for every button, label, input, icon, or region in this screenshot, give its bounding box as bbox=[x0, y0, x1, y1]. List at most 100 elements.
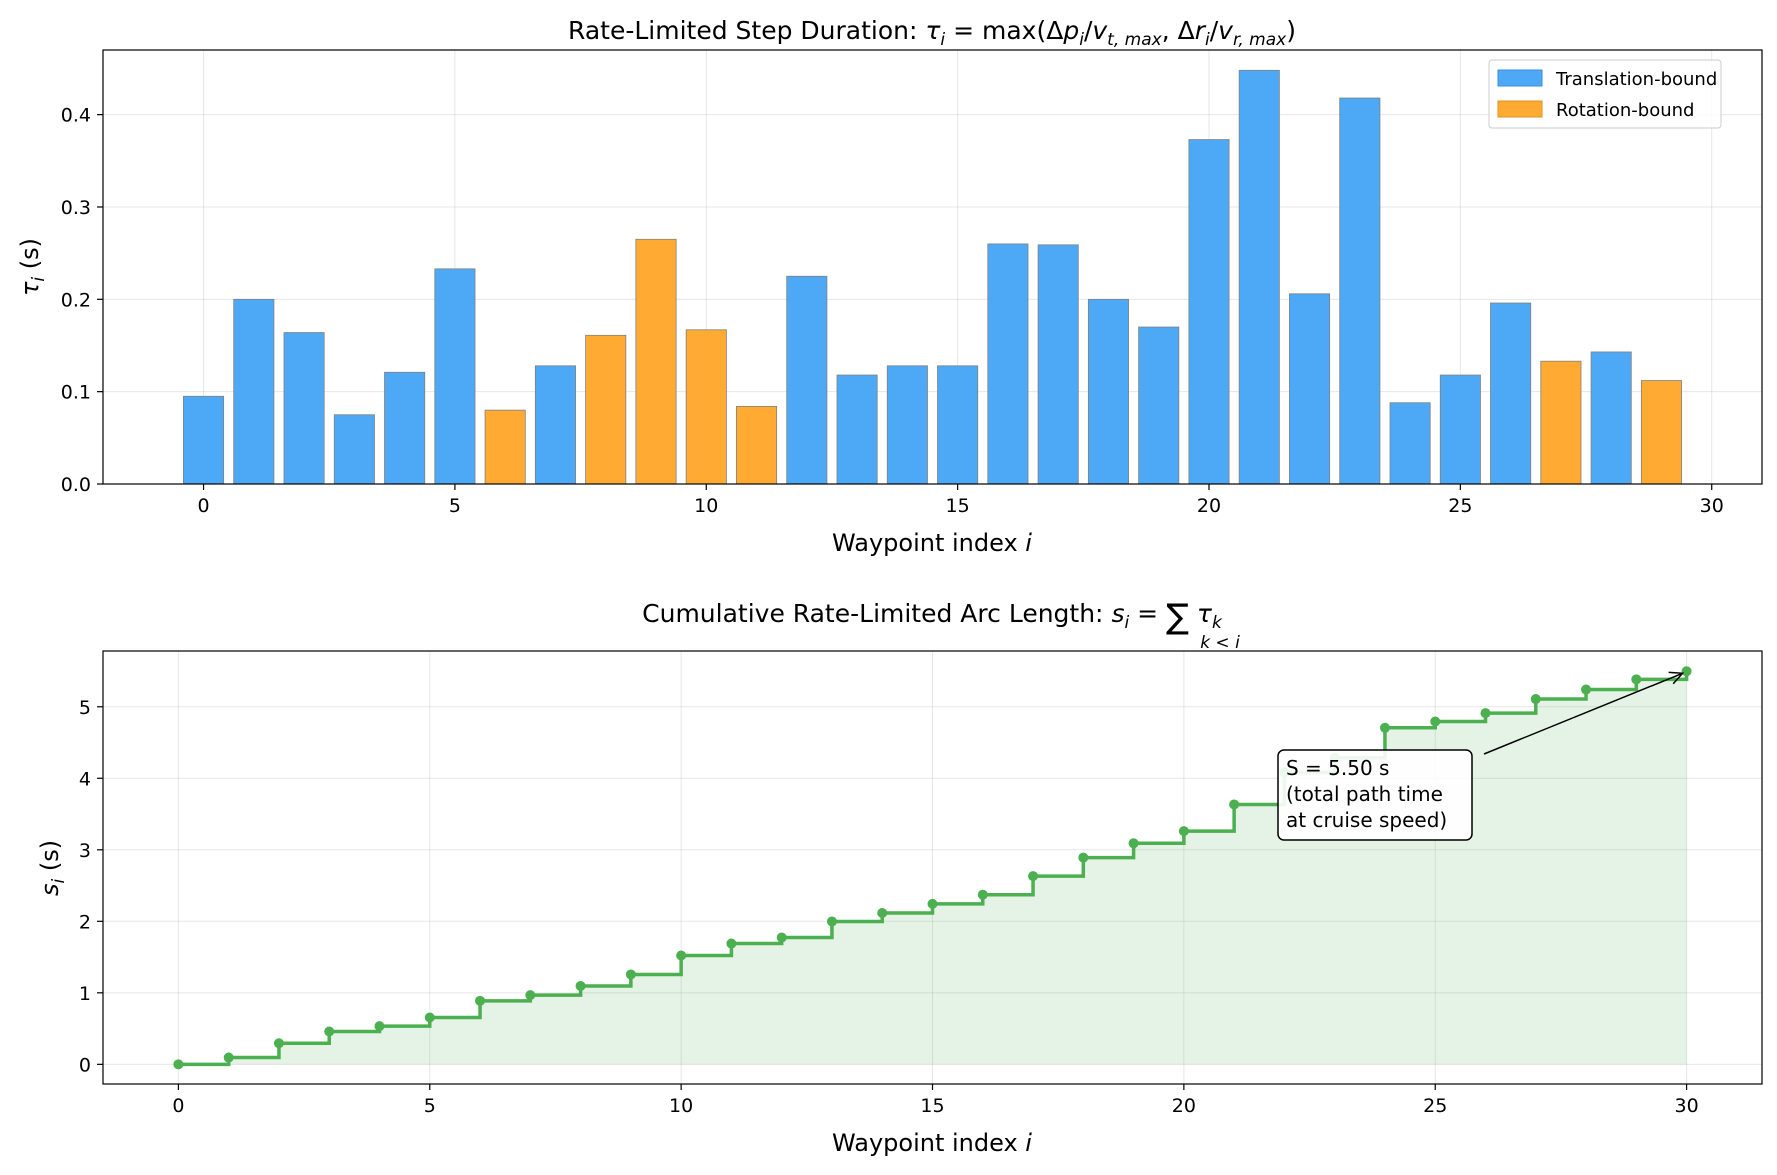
duration-plot-frame bbox=[102, 49, 1763, 485]
duration-x-ticks: 0 5 10 15 20 25 30 bbox=[197, 484, 1724, 517]
duration-legend: Translation-bound Rotation-bound bbox=[1488, 59, 1722, 129]
data-point bbox=[1681, 666, 1692, 677]
y-tick-label: 4 bbox=[79, 768, 91, 790]
bar-translation bbox=[333, 414, 375, 485]
bar-translation bbox=[836, 374, 878, 485]
duration-bars bbox=[183, 69, 1682, 485]
data-point bbox=[173, 1059, 184, 1070]
x-tick-label: 15 bbox=[920, 1095, 944, 1117]
cumulative-title: Cumulative Rate-Limited Arc Length: si =… bbox=[642, 597, 1223, 637]
data-point bbox=[273, 1038, 284, 1049]
bar-translation bbox=[1188, 139, 1230, 485]
bar-translation bbox=[233, 298, 275, 485]
cumulative-title-subscript: k < i bbox=[1200, 633, 1240, 653]
cumulative-gridlines bbox=[103, 651, 1762, 1084]
cumulative-y-ticks: 0 1 2 3 4 5 bbox=[79, 697, 103, 1076]
bar-translation bbox=[183, 395, 225, 485]
cumulative-panel: 0 5 10 15 20 25 30 0 1 2 3 4 5 Cumulative Rate-Limi… bbox=[36, 597, 1763, 1157]
legend-label-rotation: Rotation-bound bbox=[1556, 100, 1694, 121]
y-tick-label: 0.0 bbox=[61, 474, 91, 496]
bar-translation bbox=[434, 268, 476, 485]
data-point bbox=[1530, 694, 1541, 705]
bar-translation bbox=[384, 371, 426, 485]
x-tick-label: 10 bbox=[669, 1095, 693, 1117]
data-point bbox=[877, 908, 888, 919]
data-point bbox=[1631, 674, 1642, 685]
data-point bbox=[927, 898, 938, 909]
bar-translation bbox=[1590, 351, 1632, 485]
x-tick-label: 30 bbox=[1674, 1095, 1698, 1117]
data-point bbox=[324, 1026, 335, 1037]
data-point bbox=[1480, 708, 1491, 719]
cumulative-y-axis-label: si (s) bbox=[36, 840, 69, 896]
bar-rotation bbox=[736, 406, 778, 485]
data-point bbox=[625, 969, 636, 980]
data-point bbox=[374, 1021, 385, 1032]
legend-box bbox=[1488, 59, 1722, 129]
data-point bbox=[223, 1052, 234, 1063]
data-point bbox=[1379, 722, 1390, 733]
bar-translation bbox=[886, 365, 928, 485]
legend-swatch-rotation bbox=[1497, 100, 1543, 118]
y-tick-label: 0.4 bbox=[61, 105, 91, 127]
bar-rotation bbox=[685, 329, 727, 485]
bar-translation bbox=[1439, 374, 1481, 485]
annotation-box bbox=[1277, 749, 1473, 841]
x-tick-label: 15 bbox=[946, 495, 970, 517]
data-point bbox=[826, 916, 837, 927]
x-tick-label: 20 bbox=[1172, 1095, 1196, 1117]
x-tick-label: 5 bbox=[424, 1095, 436, 1117]
bar-translation bbox=[937, 365, 979, 485]
y-tick-label: 3 bbox=[79, 840, 91, 862]
data-point bbox=[1581, 684, 1592, 695]
bar-translation bbox=[1339, 97, 1381, 485]
data-point bbox=[726, 938, 737, 949]
legend-swatch-translation bbox=[1497, 69, 1543, 87]
x-tick-label: 5 bbox=[449, 495, 461, 517]
x-tick-label: 25 bbox=[1448, 495, 1472, 517]
annotation-line-1: S = 5.50 s bbox=[1286, 756, 1389, 780]
x-tick-label: 0 bbox=[172, 1095, 184, 1117]
data-point bbox=[424, 1012, 435, 1023]
bar-rotation bbox=[1540, 360, 1582, 485]
bar-rotation bbox=[1640, 380, 1682, 485]
data-point bbox=[1078, 852, 1089, 863]
cumulative-x-ticks: 0 5 10 15 20 25 30 bbox=[172, 1084, 1699, 1117]
bar-rotation bbox=[484, 409, 526, 485]
data-point bbox=[1028, 871, 1039, 882]
duration-panel: 0 5 10 15 20 25 30 0.0 0.1 0.2 0.3 0.4 Rate-Limite… bbox=[16, 16, 1763, 557]
bar-translation bbox=[987, 243, 1029, 485]
annotation-line-2: (total path time bbox=[1286, 782, 1443, 806]
duration-x-axis-label: Waypoint index i bbox=[832, 529, 1032, 557]
y-tick-label: 0.2 bbox=[61, 289, 91, 311]
data-point bbox=[676, 950, 687, 961]
data-point bbox=[1178, 826, 1189, 837]
data-point bbox=[475, 995, 486, 1006]
bar-translation bbox=[1238, 69, 1280, 485]
bar-translation bbox=[1389, 402, 1431, 485]
y-tick-label: 1 bbox=[79, 983, 91, 1005]
bar-rotation bbox=[585, 334, 627, 485]
total-time-annotation: S = 5.50 s (total path time at cruise sp… bbox=[1277, 671, 1685, 841]
annotation-line-3: at cruise speed) bbox=[1286, 808, 1447, 832]
x-tick-label: 0 bbox=[197, 495, 209, 517]
legend-label-translation: Translation-bound bbox=[1555, 69, 1717, 90]
bar-translation bbox=[1037, 244, 1079, 485]
y-tick-label: 0.3 bbox=[61, 197, 91, 219]
bar-translation bbox=[1289, 293, 1331, 485]
data-point bbox=[575, 980, 586, 991]
bar-translation bbox=[786, 275, 828, 485]
data-point bbox=[776, 932, 787, 943]
y-tick-label: 2 bbox=[79, 911, 91, 933]
duration-y-axis-label: τi (s) bbox=[16, 238, 49, 296]
data-point bbox=[1430, 716, 1441, 727]
bar-translation bbox=[534, 365, 576, 485]
bar-translation bbox=[1087, 298, 1129, 485]
bar-translation bbox=[283, 332, 325, 485]
cumulative-x-axis-label: Waypoint index i bbox=[832, 1129, 1032, 1157]
y-tick-label: 0 bbox=[79, 1054, 91, 1076]
duration-title: Rate-Limited Step Duration: τi = max(Δpi… bbox=[568, 16, 1296, 50]
cumulative-points bbox=[173, 666, 1692, 1070]
y-tick-label: 5 bbox=[79, 697, 91, 719]
